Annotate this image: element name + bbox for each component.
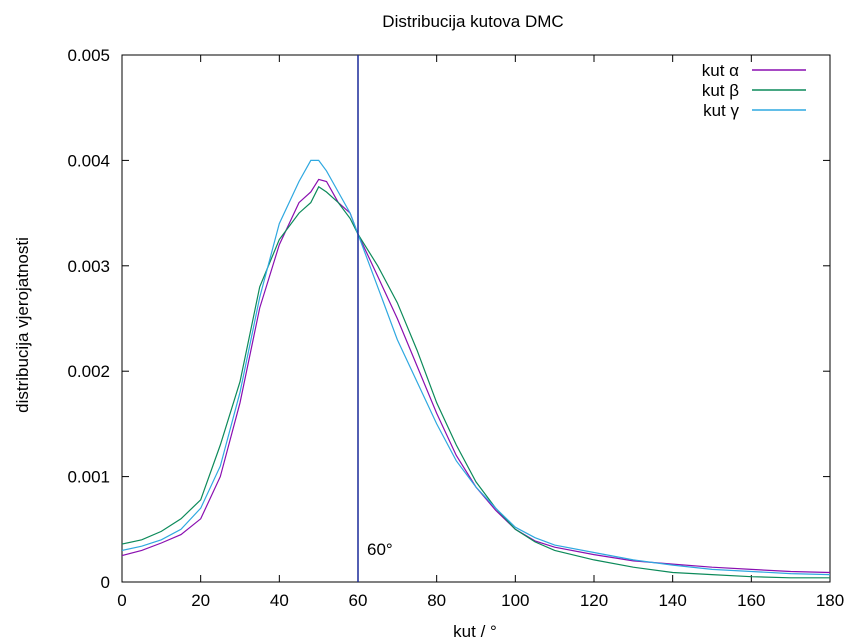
series-line-1 (121, 178, 831, 574)
chart-title: Distribucija kutova DMC (382, 12, 563, 31)
x-tick-label: 140 (658, 591, 686, 610)
x-tick-label: 100 (501, 591, 529, 610)
x-tick-label: 20 (191, 591, 210, 610)
x-tick-label: 160 (737, 591, 765, 610)
y-tick-label: 0.001 (67, 468, 110, 487)
plot-area: 0 20 40 60 80 100 120 140 160 180 0 0.001 0.002 0.003… (67, 46, 844, 610)
y-tick-label: 0.005 (67, 46, 110, 65)
x-tick-label: 180 (816, 591, 844, 610)
legend-label: kut γ (703, 101, 739, 120)
annotation-label: 60° (367, 540, 393, 559)
legend-label: kut α (702, 61, 739, 80)
x-tick-label: 60 (349, 591, 368, 610)
x-axis-label: kut / ° (453, 622, 497, 641)
legend-label: kut β (702, 81, 739, 100)
y-tick-label: 0 (101, 573, 110, 592)
y-axis-label: distribucija vjerojatnosti (13, 237, 32, 413)
y-tick-label: 0.003 (67, 257, 110, 276)
x-tick-label: 80 (427, 591, 446, 610)
y-tick-label: 0.004 (67, 151, 110, 170)
x-tick-label: 0 (117, 591, 126, 610)
x-tick-label: 120 (580, 591, 608, 610)
x-tick-label: 40 (270, 591, 289, 610)
y-tick-label: 0.002 (67, 362, 110, 381)
series-line-2 (121, 185, 830, 579)
plot-frame (121, 54, 831, 583)
series-line-3 (121, 159, 831, 576)
